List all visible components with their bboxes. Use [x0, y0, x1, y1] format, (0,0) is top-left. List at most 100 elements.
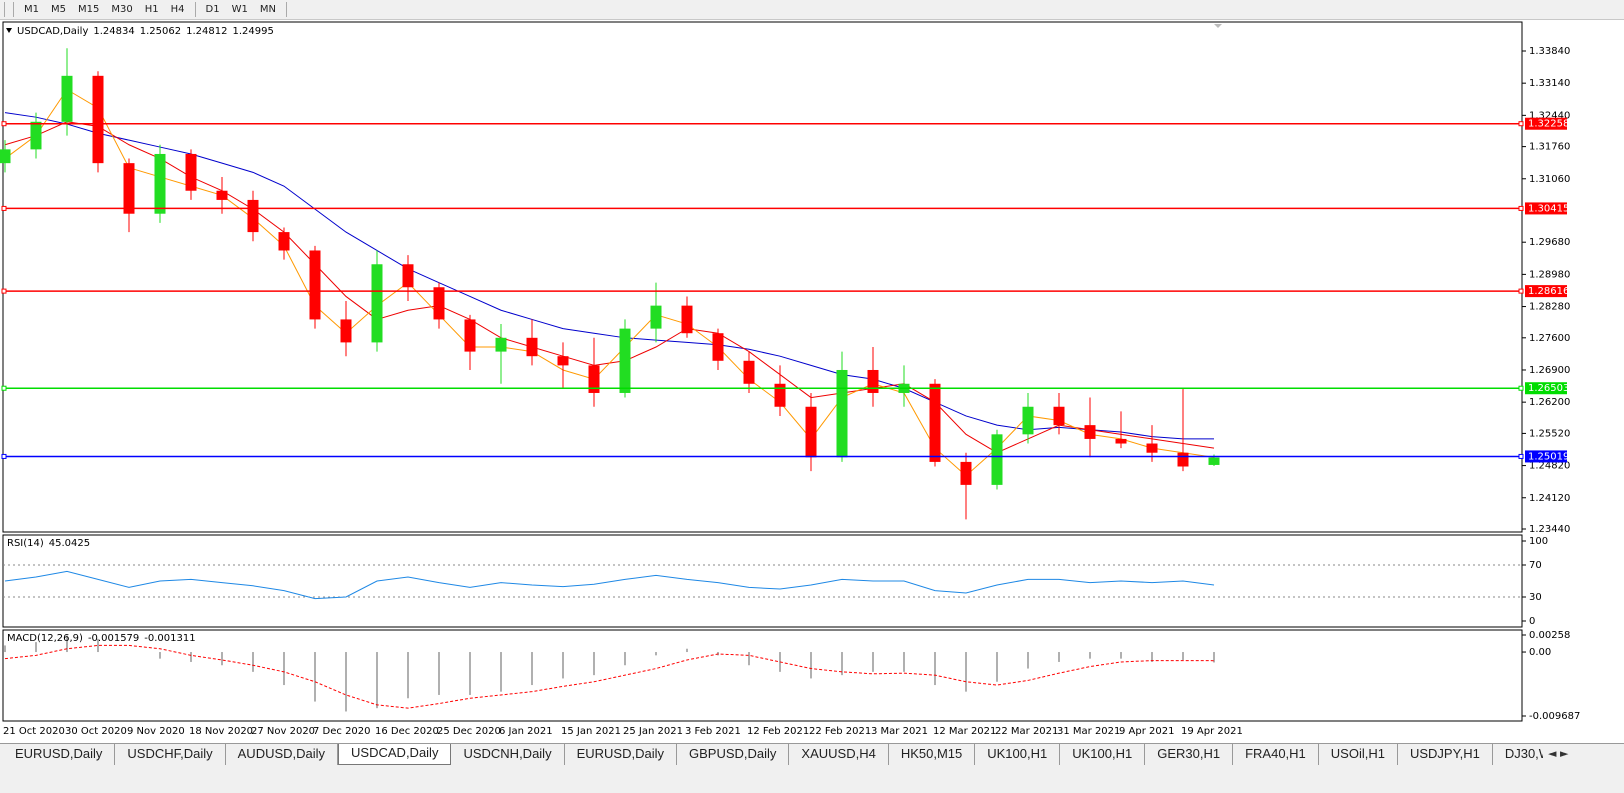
chart-tab[interactable]: USDCNH,Daily [451, 744, 565, 765]
x-tick-label: 3 Mar 2021 [871, 726, 928, 737]
chart-tab[interactable]: GBPUSD,Daily [677, 744, 790, 765]
chart-tab[interactable]: EURUSD,Daily [3, 744, 116, 765]
y-tick-label: 1.32440 [1529, 110, 1570, 121]
y-tick-label: 1.33140 [1529, 78, 1570, 89]
y-tick-label: 0.00 [1529, 647, 1551, 658]
timeframe-button[interactable]: H1 [144, 4, 159, 15]
candle-body [650, 305, 662, 329]
candle-body [1146, 443, 1158, 453]
tab-row: EURUSD,Daily USDCHF,Daily AUDUSD,Daily USDC… [0, 744, 1543, 765]
separator [13, 2, 14, 17]
chart-tab[interactable]: UK100,H1 [975, 744, 1061, 765]
level-handle [1, 205, 7, 211]
chart-tab[interactable]: GER30,H1 [1145, 744, 1234, 765]
chart-tab[interactable]: AUDUSD,Daily [226, 744, 339, 765]
tab-bar: EURUSD,Daily USDCHF,Daily AUDUSD,Daily USDC… [0, 743, 1624, 793]
timeframe-button[interactable]: M1 [24, 4, 39, 15]
timeframe-button[interactable]: M30 [111, 4, 133, 15]
candle-body [216, 190, 228, 200]
macd-signal [4, 644, 1215, 709]
candle-body [1177, 452, 1189, 467]
chart-tab[interactable]: USDCHF,Daily [115, 744, 226, 765]
chart: 1.33840 1.33140 1.32440 1.31760 1.31060 1.296… [0, 21, 1580, 737]
level-label: 1.30415 [1528, 203, 1569, 214]
chart-tab[interactable]: FRA40,H1 [1233, 744, 1319, 765]
y-tick-label: 1.31760 [1529, 142, 1570, 153]
level-handle [1518, 385, 1524, 391]
timeframe-button[interactable]: W1 [231, 4, 248, 15]
indicator-header: MACD(12,26,9) -0.001579 -0.001311 [7, 633, 196, 644]
tab-scroll[interactable]: ◄ ► [1548, 747, 1569, 760]
candle-body [774, 383, 786, 407]
candle-body [123, 163, 135, 214]
y-tick-label: 1.29680 [1529, 237, 1570, 248]
level-label: 1.32258 [1528, 119, 1569, 130]
x-tick-label: 22 Feb 2021 [809, 726, 871, 737]
indicator-value: -0.001311 [144, 633, 195, 644]
y-tick-label: 70 [1529, 560, 1542, 571]
x-tick-label: 9 Nov 2020 [127, 726, 185, 737]
y-tick-label: 1.31060 [1529, 174, 1570, 185]
x-tick-label: 22 Mar 2021 [995, 726, 1058, 737]
indicator-title: MACD(12,26,9) [7, 633, 83, 644]
separator [4, 2, 5, 17]
level-label: 1.28616 [1528, 286, 1569, 297]
y-tick-label: 1.26900 [1529, 365, 1570, 376]
indicator-title: RSI(14) [7, 538, 44, 549]
candle-body [588, 365, 600, 393]
candle-body [1084, 425, 1096, 439]
x-tick-label: 21 Oct 2020 [3, 726, 65, 737]
chart-tab[interactable]: USDJPY,H1 [1398, 744, 1493, 765]
chart-tab[interactable]: UK100,H1 [1060, 744, 1146, 765]
candle-body [1115, 438, 1127, 444]
chart-tab[interactable]: USDCAD,Daily [338, 744, 452, 765]
indicator-value: 45.0425 [49, 538, 90, 549]
timeframe-button[interactable]: H4 [170, 4, 185, 15]
y-tick-label: 1.28280 [1529, 302, 1570, 313]
x-tick-label: 6 Jan 2021 [499, 726, 553, 737]
y-tick-label: 30 [1529, 592, 1542, 603]
chart-tab[interactable]: USOil,H1 [1319, 744, 1398, 765]
candle-body [1022, 406, 1034, 435]
candle-body [712, 333, 724, 361]
candle-body [991, 434, 1003, 485]
chart-tab[interactable]: DJ30,Weekly [1493, 744, 1543, 765]
level-label-bg [1525, 450, 1567, 463]
x-tick-label: 25 Jan 2021 [623, 726, 683, 737]
separator [194, 2, 196, 17]
ohlc-value: 1.24834 [93, 26, 134, 37]
rsi-pane [2, 534, 1523, 628]
chart-tab[interactable]: EURUSD,Daily [565, 744, 677, 765]
x-tick-label: 31 Mar 2021 [1057, 726, 1120, 737]
y-tick-label: 1.33840 [1529, 46, 1570, 57]
separator [285, 2, 287, 17]
candle-body [185, 153, 197, 191]
y-tick-label: 1.24820 [1529, 461, 1570, 472]
timeframe-button[interactable]: D1 [205, 4, 220, 15]
candle-body [526, 337, 538, 357]
timeframe-button[interactable]: MN [259, 4, 276, 15]
level-handle [1, 385, 7, 391]
chart-header: USDCAD,Daily 1.24834 1.25062 1.24812 1.24995 [17, 26, 274, 37]
shift-marker [1214, 24, 1222, 28]
timeframe-button[interactable]: M5 [51, 4, 66, 15]
main-pane [2, 21, 1523, 533]
candle-body [960, 461, 972, 485]
candle-body [0, 149, 11, 164]
timeframe-button[interactable]: M15 [78, 4, 100, 15]
y-tick-label: 0.00258 [1529, 630, 1570, 641]
x-tick-label: 12 Mar 2021 [933, 726, 996, 737]
menu-arrow [6, 28, 12, 33]
indicator-value: -0.001579 [88, 633, 139, 644]
ohlc-value: 1.24812 [186, 26, 227, 37]
candle-body [1208, 457, 1220, 465]
chart-tab[interactable]: HK50,M15 [889, 744, 976, 765]
indicator-header: RSI(14) 45.0425 [7, 538, 90, 549]
x-tick-label: 18 Nov 2020 [189, 726, 253, 737]
candle-body [867, 369, 879, 393]
chart-tab[interactable]: XAUUSD,H4 [789, 744, 889, 765]
candle-body [433, 287, 445, 320]
level-label-bg [1525, 117, 1567, 130]
x-tick-label: 19 Apr 2021 [1181, 726, 1243, 737]
